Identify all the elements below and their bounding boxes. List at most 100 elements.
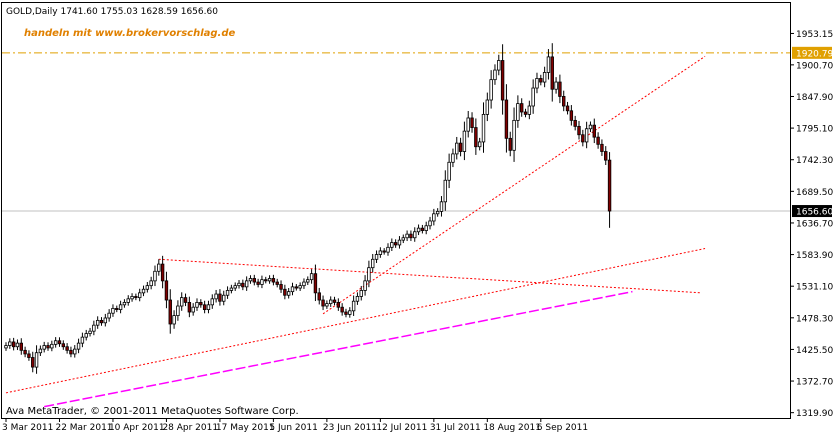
y-tick-label: 1372.70 <box>796 378 833 388</box>
candle <box>416 224 421 236</box>
trendline-1 <box>5 248 706 394</box>
candle-body <box>157 263 161 272</box>
candle-body <box>554 81 558 90</box>
candle-body <box>294 286 299 289</box>
candle <box>340 303 344 316</box>
candle-body <box>61 343 65 348</box>
candle-body <box>191 306 195 313</box>
candle <box>321 295 325 311</box>
candle <box>577 121 581 140</box>
candle <box>218 289 222 306</box>
candle-body <box>508 137 512 151</box>
candle <box>397 236 402 249</box>
candle <box>176 300 180 321</box>
candle <box>477 137 482 151</box>
candle-body <box>4 345 8 349</box>
candle <box>23 346 27 358</box>
candle <box>229 284 234 294</box>
candle <box>355 292 360 305</box>
candle-body <box>252 278 256 283</box>
y-tick-label: 1742.30 <box>796 156 833 166</box>
candle <box>458 137 463 157</box>
candle <box>73 345 77 358</box>
candle-body <box>118 304 123 311</box>
candle <box>584 121 589 149</box>
candle <box>348 307 352 318</box>
candle <box>435 208 440 217</box>
candle-body <box>31 357 35 368</box>
candle-body <box>141 288 146 294</box>
candle-body <box>581 134 585 143</box>
candle <box>38 345 43 357</box>
candle-body <box>271 278 276 283</box>
candle-body <box>340 306 344 313</box>
candle-body <box>604 151 608 161</box>
candle-body <box>103 317 108 324</box>
x-tick-label: 6 Sep 2011 <box>537 423 588 433</box>
candle-body <box>451 153 455 163</box>
candle <box>275 278 279 288</box>
candle <box>103 313 108 327</box>
candle-body <box>222 294 226 302</box>
candle <box>313 264 318 302</box>
candle-body <box>233 285 237 289</box>
candle <box>264 276 268 284</box>
candle <box>523 108 528 118</box>
candle-body <box>374 254 379 260</box>
candle-body <box>462 130 467 152</box>
candle <box>27 350 31 361</box>
candle <box>53 337 58 348</box>
candle-body <box>569 110 574 121</box>
x-tick-label: 12 Jul 2011 <box>376 423 427 433</box>
candle <box>542 66 547 88</box>
candle-body <box>546 56 551 73</box>
candle <box>99 317 104 326</box>
candle <box>199 299 203 308</box>
candle <box>359 285 363 301</box>
candle <box>535 72 539 94</box>
candle <box>393 239 398 248</box>
candle <box>363 275 367 296</box>
candle <box>386 243 390 256</box>
candle <box>512 107 516 162</box>
candle-body <box>336 302 341 308</box>
candle <box>344 308 348 318</box>
candle-body <box>309 273 314 281</box>
candle <box>248 275 253 284</box>
candle <box>95 316 100 329</box>
candle-body <box>187 302 192 313</box>
candle-body <box>298 285 302 289</box>
candle-body <box>65 346 69 351</box>
candle-body <box>485 99 490 115</box>
candle-body <box>382 250 386 253</box>
candle <box>111 304 115 317</box>
candle <box>447 153 451 189</box>
candle <box>137 288 142 302</box>
candle <box>562 90 566 112</box>
candle-body <box>520 103 524 113</box>
x-tick-label: 3 Mar 2011 <box>2 423 53 433</box>
candle <box>118 300 123 314</box>
candle <box>233 282 237 291</box>
candle-body <box>516 103 520 121</box>
candle <box>600 139 604 156</box>
candle-body <box>344 311 348 315</box>
candle-body <box>607 159 612 212</box>
candle <box>290 282 295 296</box>
candle-body <box>477 141 482 148</box>
candle-body <box>527 105 532 115</box>
candle <box>531 79 535 114</box>
candle-body <box>145 285 150 290</box>
candle <box>183 293 188 307</box>
candle <box>69 346 73 358</box>
candle-body <box>195 302 199 308</box>
candle-body <box>115 308 119 311</box>
candle-body <box>600 143 604 152</box>
candle-body <box>443 179 447 203</box>
candle-body <box>393 242 398 246</box>
candle <box>286 287 291 299</box>
y-tick-label: 1583.90 <box>796 251 833 261</box>
candle-body <box>481 113 486 143</box>
